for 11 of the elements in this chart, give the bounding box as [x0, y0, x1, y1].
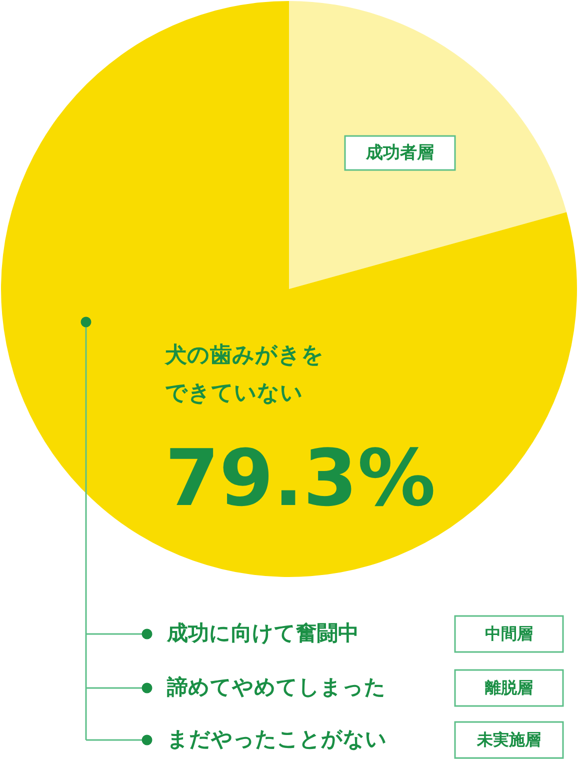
- pie-slice: [289, 1, 567, 289]
- text: 未実施層: [476, 730, 541, 749]
- slice-label: 成功者層: [365, 143, 434, 163]
- slice-label: 犬の歯みがきをできていない: [165, 343, 324, 406]
- text: 離脱層: [484, 678, 533, 697]
- text: まだやったことがない: [167, 727, 387, 751]
- text: 中間層: [485, 624, 533, 643]
- pie-slice: [1, 1, 577, 577]
- data-label: 79.3%: [165, 434, 436, 524]
- text: 諦めてやめてしまった: [166, 675, 386, 699]
- text: 成功に向けて奮闘中: [166, 621, 359, 645]
